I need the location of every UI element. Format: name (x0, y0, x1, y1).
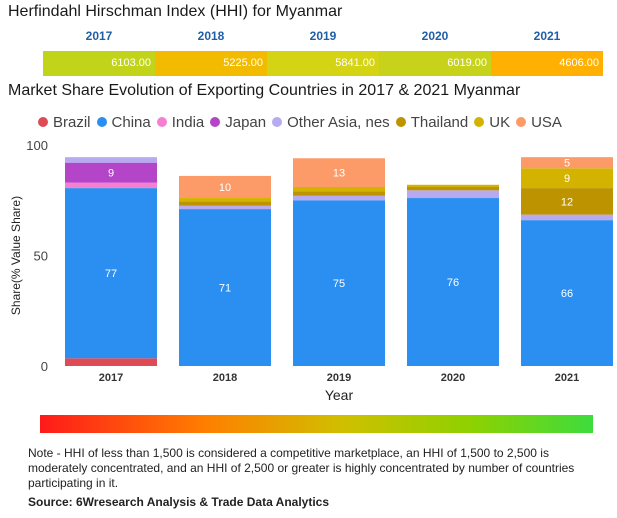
hhi-cell-2018: 5225.00 (155, 51, 267, 76)
hhi-cell-2019: 5841.00 (267, 51, 379, 76)
legend-swatch-china (96, 117, 107, 127)
legend-item-japan: Japan (210, 114, 266, 131)
bar-2021-usa (521, 157, 613, 169)
data-label-2021-china: 66 (561, 288, 573, 300)
data-label-2021-usa: 5 (564, 158, 570, 170)
data-label-2019-usa: 13 (333, 168, 345, 180)
legend-swatch-uk (474, 117, 485, 127)
bar-2020-other-asia-nes (407, 190, 499, 199)
legend-swatch-brazil (38, 117, 48, 127)
legend-label-uk: UK (489, 113, 511, 131)
bar-2018-other-asia-nes (179, 205, 271, 210)
legend-label-usa: USA (531, 113, 562, 131)
bar-2020-uk (407, 184, 499, 187)
bar-2018-usa (179, 175, 271, 199)
bar-2018-china (179, 209, 271, 366)
hhi-year-2020: 2020 (421, 29, 449, 43)
bar-2021-china (521, 220, 613, 366)
legend-label-thailand: Thailand (410, 113, 469, 131)
stacked-bar-chart: 0 50 100 Share(% Value Share) 77 9 2017 71 10 201… (9, 138, 613, 403)
data-label-2021-uk: 9 (564, 173, 570, 185)
data-label-2018-usa: 10 (219, 182, 231, 194)
x-tick-label-2020: 2020 (441, 372, 465, 384)
bar-2021-uk (521, 168, 613, 189)
bar-2017-japan (65, 162, 157, 183)
legend-label-india: India (171, 113, 205, 131)
legend-swatch-india (156, 117, 167, 127)
hhi-color-scale (40, 415, 593, 433)
data-label-2021-thailand: 12 (561, 196, 573, 208)
chart-title: Market Share Evolution of Exporting Coun… (8, 82, 521, 99)
x-tick-label-2017: 2017 (99, 372, 123, 384)
hhi-title: Herfindahl Hirschman Index (HHI) for Mya… (8, 3, 343, 20)
data-label-2017-japan: 9 (108, 168, 114, 180)
bar-2019-uk (293, 186, 385, 192)
hhi-year-2018: 2018 (197, 29, 225, 43)
hhi-cell-2021: 4606.00 (491, 51, 603, 76)
footnote: Note - HHI of less than 1,500 is conside… (28, 446, 575, 490)
legend-label-brazil: Brazil (53, 113, 91, 131)
legend: Brazil China India Japan Other Asia, nes Thai… (38, 111, 568, 133)
hhi-cell-2017: 6103.00 (43, 51, 155, 76)
bar-2017-india (65, 182, 157, 189)
bar-2021-thailand (521, 188, 613, 215)
data-label-2020-china: 76 (447, 277, 459, 289)
legend-item-uk: UK (474, 114, 510, 131)
data-label-2018-china: 71 (219, 283, 231, 295)
legend-swatch-usa (516, 117, 527, 127)
x-tick-label-2021: 2021 (555, 372, 579, 384)
hhi-year-2019: 2019 (309, 29, 337, 43)
bar-2018-uk (179, 198, 271, 202)
bar-2018-thailand (179, 201, 271, 206)
y-tick-label-0: 0 (41, 359, 48, 374)
bar-2017-china (65, 188, 157, 359)
x-tick-label-2018: 2018 (213, 372, 237, 384)
bar-2017-brazil (65, 358, 157, 366)
bar-2019-thailand (293, 191, 385, 196)
bar-2019-usa (293, 158, 385, 187)
hhi-year-2017: 2017 (85, 29, 113, 43)
bar-2019-china (293, 200, 385, 366)
legend-item-india: India (156, 113, 205, 131)
legend-swatch-thailand (395, 117, 406, 127)
legend-item-thailand: Thailand (395, 113, 469, 131)
source-line: Source: 6Wresearch Analysis & Trade Data… (28, 495, 330, 509)
data-label-2019-china: 75 (333, 278, 345, 290)
legend-label-japan: Japan (225, 113, 267, 131)
data-label-2017-china: 77 (105, 268, 117, 280)
bar-2020-china (407, 198, 499, 366)
x-axis-label: Year (325, 387, 354, 403)
y-tick-label-100: 100 (26, 138, 48, 153)
legend-item-china: China (96, 113, 151, 131)
legend-label-china: China (111, 113, 151, 131)
legend-swatch-japan (210, 117, 221, 127)
legend-label-other-asia-nes: Other Asia, nes (287, 113, 390, 131)
legend-item-brazil: Brazil (38, 114, 91, 131)
legend-swatch-other-asia-nes (272, 117, 283, 127)
y-axis-label: Share(% Value Share) (9, 196, 23, 315)
bar-2019-other-asia-nes (293, 195, 385, 201)
hhi-year-2021: 2021 (533, 29, 561, 43)
bar-2021-other-asia-nes (521, 214, 613, 221)
x-tick-label-2019: 2019 (327, 372, 351, 384)
legend-item-usa: USA (516, 114, 562, 131)
legend-item-other-asia-nes: Other Asia, nes (272, 114, 390, 131)
hhi-cell-2020: 6019.00 (379, 51, 491, 76)
bar-2020-thailand (407, 186, 499, 191)
y-tick-label-50: 50 (34, 249, 48, 264)
bar-2017-other-asia-nes (65, 157, 157, 163)
